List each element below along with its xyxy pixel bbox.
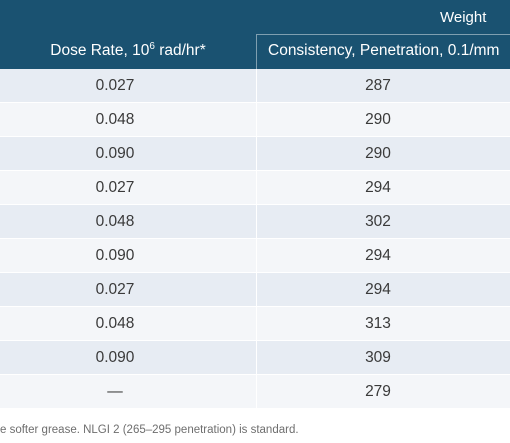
table-row: 0.027 294 <box>0 171 510 205</box>
table-footnote: e softer grease. NLGI 2 (265–295 penetra… <box>0 424 299 436</box>
table-row: 0.048 302 <box>0 205 510 239</box>
table-header-group-band <box>0 0 510 34</box>
cell-dose-rate: 0.027 <box>95 179 135 196</box>
cell-divider <box>256 341 257 374</box>
table-header-column-band <box>0 34 510 69</box>
table-row: 0.027 287 <box>0 69 510 103</box>
table-row: 0.027 294 <box>0 273 510 307</box>
dose-rate-exponent: 6 <box>149 41 155 52</box>
table-row: 0.048 313 <box>0 307 510 341</box>
table-row: 0.048 290 <box>0 103 510 137</box>
cell-divider <box>256 137 257 170</box>
cell-consistency: 309 <box>365 349 391 366</box>
cell-dose-rate: 0.048 <box>95 213 135 230</box>
cell-divider <box>256 273 257 306</box>
cell-consistency: 294 <box>365 281 391 298</box>
cell-divider <box>256 239 257 272</box>
cell-consistency: 290 <box>365 145 391 162</box>
dose-rate-label: Dose Rate, 10 <box>50 42 150 59</box>
cell-consistency: 294 <box>365 247 391 264</box>
cell-dose-rate: 0.027 <box>95 281 135 298</box>
group-header-rule <box>256 34 510 35</box>
cell-dose-rate: — <box>107 383 123 400</box>
cell-divider <box>256 69 257 102</box>
cell-divider <box>256 375 257 408</box>
cell-dose-rate: 0.027 <box>95 77 135 94</box>
cell-dose-rate: 0.048 <box>95 315 135 332</box>
table-row: 0.090 290 <box>0 137 510 171</box>
cell-consistency: 287 <box>365 77 391 94</box>
dose-rate-unit: rad/hr* <box>154 42 206 59</box>
column-header-dose-rate: Dose Rate, 106 rad/hr* <box>0 40 256 62</box>
header-column-divider <box>256 35 257 69</box>
cell-dose-rate: 0.090 <box>95 349 135 366</box>
cell-dose-rate: 0.090 <box>95 145 135 162</box>
cell-consistency: 313 <box>365 315 391 332</box>
table-row: 0.090 309 <box>0 341 510 375</box>
cell-divider <box>256 171 257 204</box>
cell-dose-rate: 0.048 <box>95 111 135 128</box>
table-row: — 279 <box>0 375 510 409</box>
cell-divider <box>256 205 257 238</box>
cell-consistency: 279 <box>365 383 391 400</box>
cell-consistency: 290 <box>365 111 391 128</box>
cell-divider <box>256 103 257 136</box>
cell-dose-rate: 0.090 <box>95 247 135 264</box>
cell-consistency: 302 <box>365 213 391 230</box>
table-body: 0.027 287 0.048 290 0.090 290 0.027 294 … <box>0 69 510 409</box>
group-header-weight: Weight <box>440 9 487 26</box>
column-header-consistency: Consistency, Penetration, 0.1/mm <box>268 42 500 59</box>
table-row: 0.090 294 <box>0 239 510 273</box>
cell-divider <box>256 307 257 340</box>
cell-consistency: 294 <box>365 179 391 196</box>
